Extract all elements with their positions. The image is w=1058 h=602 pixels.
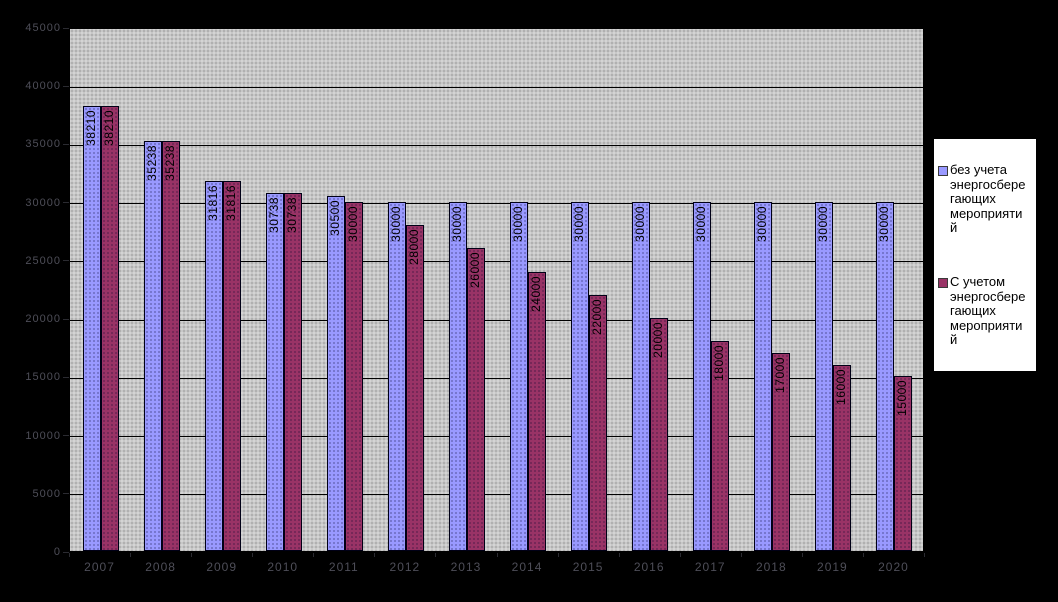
legend-item-label: без учета энергосбере гающих мероприяти … [950, 162, 1026, 235]
y-axis-tick [63, 143, 69, 145]
y-axis-tick [63, 376, 69, 378]
y-axis-tick [63, 27, 69, 29]
x-axis-tick [435, 553, 436, 557]
bar-no-savings [388, 202, 406, 551]
bar-no-savings [144, 141, 162, 551]
bar-with-savings [345, 202, 363, 551]
bar-no-savings [815, 202, 833, 551]
gridline [70, 203, 923, 205]
legend: без учета энергосбере гающих мероприяти … [933, 138, 1037, 372]
x-axis-label: 2011 [328, 560, 359, 574]
bar-with-savings [467, 248, 485, 551]
y-axis-tick [63, 202, 69, 204]
bar-no-savings [449, 202, 467, 551]
bar-no-savings [205, 181, 223, 551]
gridline [70, 86, 923, 88]
x-axis-label: 2010 [267, 560, 299, 574]
y-axis-label: 20000 [25, 313, 61, 326]
bar-no-savings [632, 202, 650, 551]
legend-item-label: С учетом энергосбере гающих мероприяти й [950, 274, 1026, 347]
bar-no-savings [876, 202, 894, 551]
x-axis-tick [619, 553, 620, 557]
y-axis-label: 45000 [25, 22, 61, 34]
bar-with-savings [833, 365, 851, 551]
gridline [70, 261, 923, 263]
x-axis-label: 2019 [817, 560, 848, 574]
x-axis-tick [863, 553, 864, 557]
y-axis-tick [63, 85, 69, 87]
x-axis-tick [924, 553, 925, 557]
gridline [70, 436, 923, 438]
plot-area [69, 28, 924, 552]
legend-item: без учета энергосбере гающих мероприяти … [938, 162, 1026, 236]
bar-with-savings [894, 376, 912, 551]
y-axis-label: 15000 [25, 371, 61, 384]
x-axis-tick [130, 553, 131, 557]
bar-no-savings [754, 202, 772, 551]
y-axis-tick [63, 318, 69, 320]
gridline [70, 319, 923, 321]
x-axis-label: 2008 [145, 560, 176, 574]
legend-swatch [938, 278, 948, 288]
x-axis-label: 2012 [389, 560, 421, 574]
y-axis-label: 25000 [25, 254, 61, 267]
y-axis-label: 5000 [32, 487, 61, 500]
x-axis-tick [374, 553, 375, 557]
legend-swatch [938, 166, 948, 176]
bar-with-savings [528, 272, 546, 551]
x-axis-label: 2009 [206, 560, 238, 574]
gridline [70, 494, 923, 496]
bar-with-savings [772, 353, 790, 551]
y-axis-tick [63, 260, 69, 262]
x-axis-label: 2020 [878, 560, 909, 574]
x-axis-tick [69, 553, 70, 557]
x-axis-tick [313, 553, 314, 557]
y-axis-label: 30000 [25, 196, 61, 209]
x-axis-label: 2015 [572, 560, 604, 574]
y-axis-label: 40000 [25, 80, 61, 93]
x-axis-tick [802, 553, 803, 557]
y-axis-tick [63, 551, 69, 553]
bar-with-savings [101, 106, 119, 551]
y-axis-tick [63, 493, 69, 495]
bar-no-savings [693, 202, 711, 551]
y-axis-label: 35000 [25, 138, 61, 151]
x-axis-tick [497, 553, 498, 557]
y-axis-label: 10000 [25, 429, 61, 442]
gridline [70, 144, 923, 146]
x-axis-label: 2013 [450, 560, 482, 574]
bar-no-savings [571, 202, 589, 551]
bar-no-savings [510, 202, 528, 551]
bar-with-savings [162, 141, 180, 551]
x-axis-label: 2018 [755, 560, 787, 574]
bar-no-savings [83, 106, 101, 551]
x-axis-label: 2014 [511, 560, 543, 574]
bar-with-savings [589, 295, 607, 551]
x-axis-label: 2017 [694, 560, 726, 574]
legend-item: С учетом энергосбере гающих мероприяти й [938, 274, 1026, 348]
bar-with-savings [223, 181, 241, 551]
bar-no-savings [327, 196, 345, 551]
x-axis-label: 2007 [84, 560, 115, 574]
x-axis-tick [741, 553, 742, 557]
x-axis-tick [191, 553, 192, 557]
x-axis-label: 2016 [633, 560, 665, 574]
bar-with-savings [406, 225, 424, 551]
x-axis-tick [680, 553, 681, 557]
bar-with-savings [711, 341, 729, 551]
bar-no-savings [266, 193, 284, 551]
gridline [70, 377, 923, 379]
bar-with-savings [650, 318, 668, 551]
y-axis-label: 0 [53, 546, 61, 558]
y-axis-tick [63, 435, 69, 437]
x-axis-tick [558, 553, 559, 557]
x-axis-tick [252, 553, 253, 557]
bar-with-savings [284, 193, 302, 551]
